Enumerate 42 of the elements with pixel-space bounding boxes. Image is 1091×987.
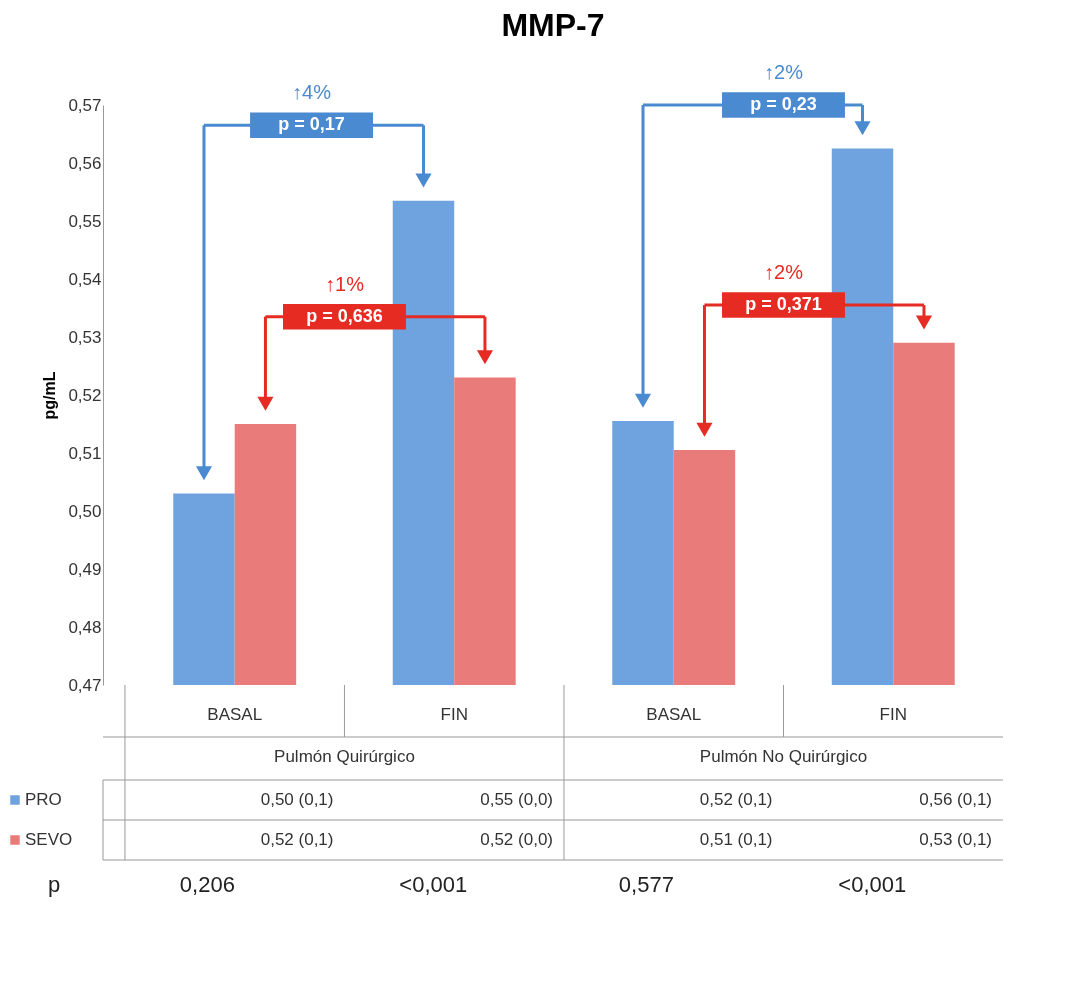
y-tick-label: 0,48 xyxy=(68,617,102,637)
data-label: 0,56 (0,1) xyxy=(919,790,993,809)
text: Pulmón Quirúrgico xyxy=(274,747,415,766)
x-tick-label: BASAL xyxy=(646,705,702,724)
data-label: 0,55 (0,0) xyxy=(480,790,553,809)
text: ↑4% xyxy=(292,81,332,104)
y-tick-label: 0,52 xyxy=(68,385,102,405)
text: 0,577 xyxy=(618,872,674,897)
data-label: 0,50 (0,1) xyxy=(260,790,334,809)
text: ↑2% xyxy=(764,61,804,84)
annotation: p = 0,17 xyxy=(278,114,345,135)
x-tick-label: FIN xyxy=(440,705,468,724)
text: Pulmón No Quirúrgico xyxy=(699,747,868,766)
y-tick-label: 0,55 xyxy=(68,211,102,231)
data-label: 0,52 (0,1) xyxy=(699,790,773,809)
text: 0,206 xyxy=(179,872,235,897)
legend-label: PRO xyxy=(25,790,62,809)
y-tick-label: 0,47 xyxy=(68,675,102,695)
data-label: 0,51 (0,1) xyxy=(699,830,773,849)
y-tick-label: 0,56 xyxy=(68,153,102,173)
annotation: ↑2% xyxy=(764,261,804,284)
y-tick-label: 0,51 xyxy=(68,443,102,463)
annotation: p = 0,371 xyxy=(745,294,822,315)
y-tick-label: 0,50 xyxy=(68,501,102,521)
x-tick-label: FIN xyxy=(879,705,907,724)
x-tick-label: BASAL xyxy=(207,705,263,724)
annotation: p = 0,23 xyxy=(750,94,817,114)
data-label: 0,52 (0,1) xyxy=(260,830,334,849)
chart-title: MMP-7 xyxy=(501,7,605,44)
text: p xyxy=(48,872,61,897)
y-axis-title: pg/mL xyxy=(41,371,59,420)
y-tick-label: 0,53 xyxy=(68,327,102,347)
data-label: 0,52 (0,0) xyxy=(480,830,553,849)
data-label: 0,53 (0,1) xyxy=(919,830,993,849)
y-tick-label: 0,49 xyxy=(68,559,102,579)
annotation: p = 0,636 xyxy=(306,305,383,326)
y-tick-label: 0,54 xyxy=(68,269,102,289)
legend-label: SEVO xyxy=(25,830,73,849)
text: <0,001 xyxy=(838,872,907,897)
y-tick-label: 0,57 xyxy=(68,95,102,115)
annotation: ↑1% xyxy=(325,272,365,295)
text: <0,001 xyxy=(399,872,468,897)
